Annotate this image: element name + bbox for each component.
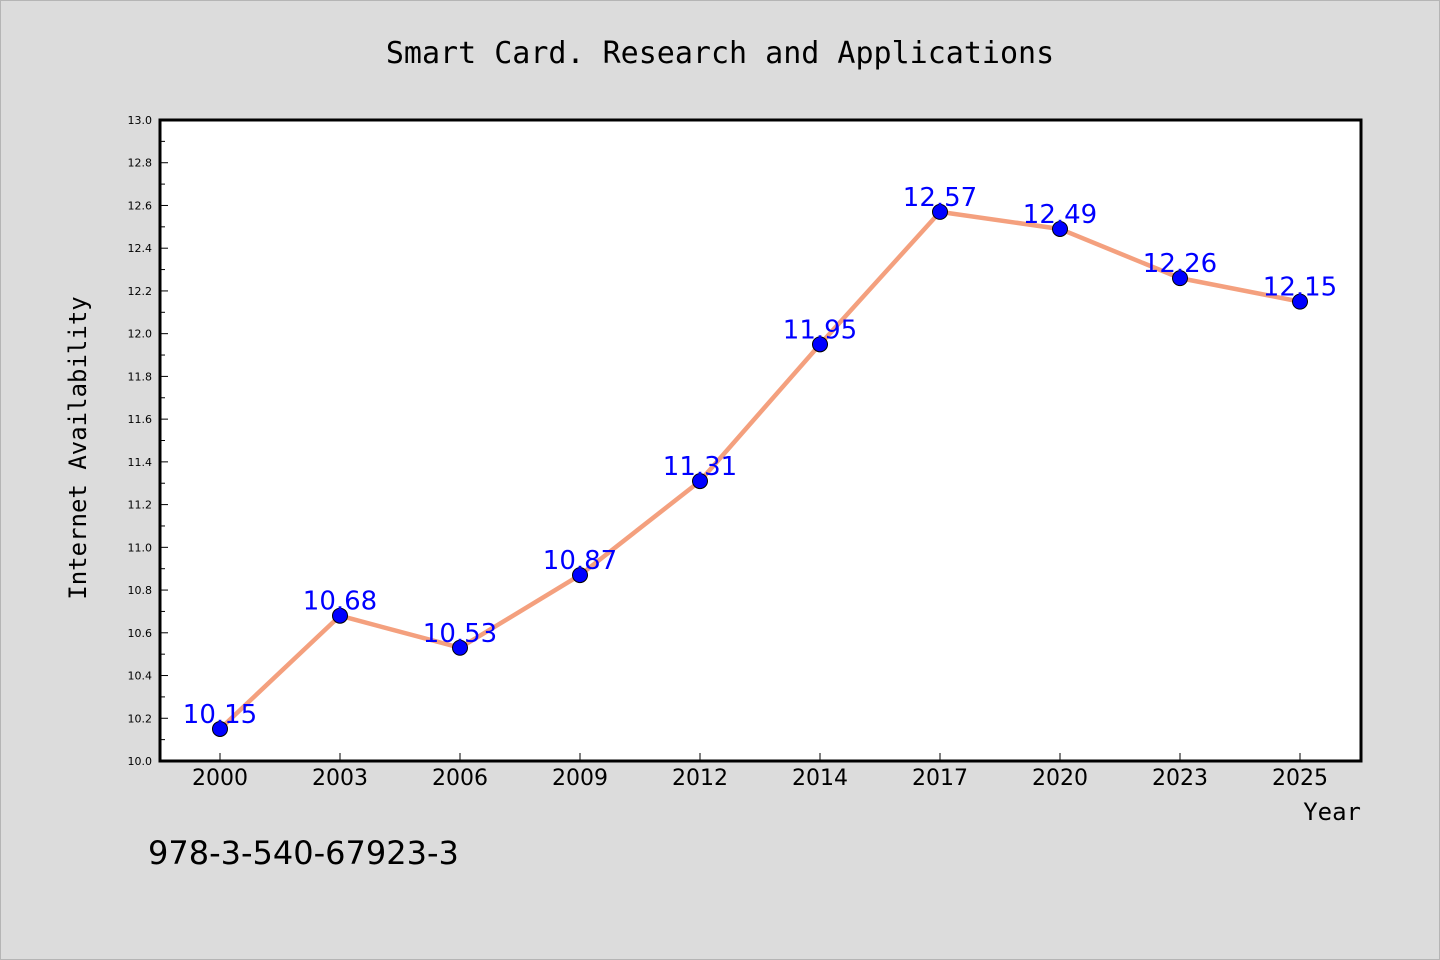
y-tick-label: 10.8 (128, 584, 153, 597)
data-label: 11.31 (663, 452, 737, 482)
y-tick-label: 12.6 (128, 199, 153, 212)
y-tick-label: 11.6 (128, 413, 153, 426)
x-tick-label: 2023 (1152, 766, 1208, 791)
y-tick-label: 10.2 (128, 712, 153, 725)
data-point (1292, 293, 1308, 310)
x-tick-label: 2000 (192, 766, 248, 791)
x-tick-label: 2017 (912, 766, 968, 791)
data-label: 12.15 (1263, 273, 1337, 303)
x-tick-label: 2020 (1032, 766, 1088, 791)
chart-title: Smart Card. Research and Applications (386, 36, 1054, 71)
data-label: 10.15 (183, 700, 257, 730)
data-markers (212, 203, 1308, 737)
y-tick-label: 11.8 (128, 370, 153, 383)
data-label: 10.53 (423, 619, 497, 649)
series-line (217, 209, 1303, 732)
data-point (1052, 220, 1068, 237)
y-tick-label: 13.0 (128, 114, 153, 127)
y-tick-label: 12.8 (128, 157, 153, 170)
x-tick-label: 2012 (672, 766, 728, 791)
data-labels: 10.15 10.68 10.53 10.87 11.31 11.95 12.57 12.49… (183, 183, 1337, 730)
y-tick-label: 10.0 (128, 755, 153, 768)
data-point (572, 567, 588, 584)
x-tick-label: 2006 (432, 766, 488, 791)
y-tick-label: 11.2 (128, 499, 153, 512)
y-tick-label: 12.4 (128, 242, 153, 255)
y-tick-label: 11.4 (128, 456, 153, 469)
data-point (452, 639, 468, 656)
x-axis-label: Year (1303, 798, 1361, 826)
data-point (692, 473, 708, 490)
x-tick-label: 2014 (792, 766, 848, 791)
x-tick-label: 2009 (552, 766, 608, 791)
plot-area (160, 120, 1361, 761)
y-tick-label: 10.6 (128, 627, 153, 640)
y-tick-label: 12.2 (128, 285, 153, 298)
data-point (1172, 270, 1188, 287)
data-point (812, 336, 828, 353)
x-tick-label: 2003 (312, 766, 368, 791)
data-label: 12.57 (903, 183, 977, 213)
data-label: 12.49 (1023, 200, 1097, 230)
y-tick-label: 11.0 (128, 541, 153, 554)
y-tick-label: 10.4 (128, 670, 153, 683)
data-point (212, 720, 228, 737)
data-label: 11.95 (783, 315, 857, 345)
plot-frame (158, 118, 1363, 763)
isbn-label: 978-3-540-67923-3 (148, 834, 459, 872)
data-point (932, 203, 948, 220)
x-tick-label: 2025 (1272, 766, 1328, 791)
data-label: 10.87 (543, 546, 617, 576)
data-point (332, 607, 348, 624)
data-label: 10.68 (303, 587, 377, 617)
data-label: 12.26 (1143, 249, 1217, 279)
y-axis-label: Internet Availability (64, 296, 92, 599)
y-tick-label: 12.0 (128, 328, 153, 341)
x-axis-ticks: 2000 2003 2006 2009 2012 2014 2017 2020 2023 2025 (192, 753, 1328, 791)
